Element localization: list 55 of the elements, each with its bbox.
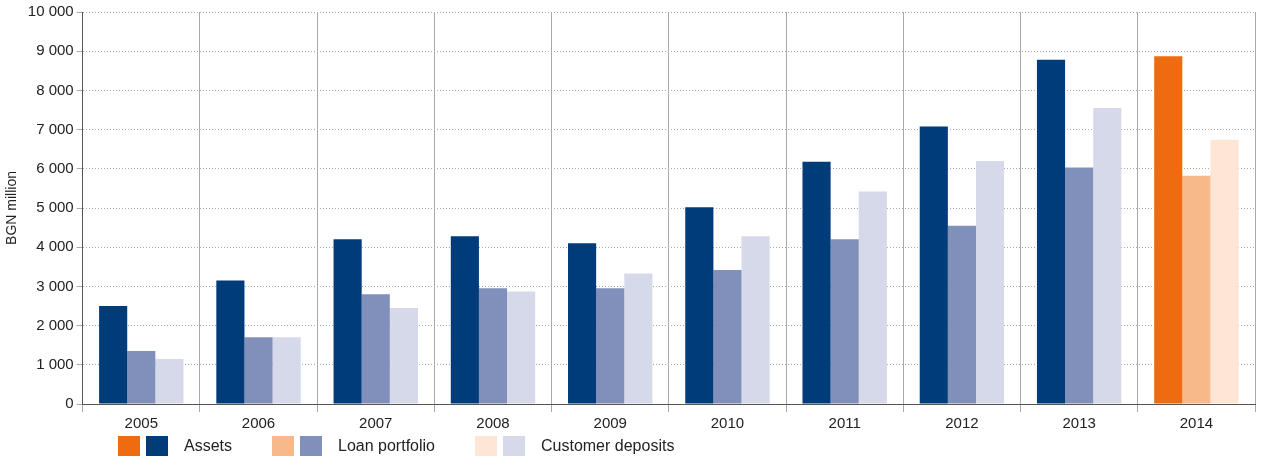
y-tick-label: 5 000 bbox=[36, 198, 74, 216]
bar bbox=[155, 358, 184, 404]
x-tick-label: 2005 bbox=[124, 414, 158, 432]
y-tick-label: 10 000 bbox=[27, 2, 74, 20]
bar bbox=[1210, 139, 1239, 404]
bar bbox=[624, 273, 653, 404]
bar bbox=[361, 294, 390, 404]
y-tick-label: 8 000 bbox=[36, 80, 74, 98]
x-tick-label: 2012 bbox=[945, 414, 979, 432]
y-tick-label: 1 000 bbox=[36, 354, 74, 372]
y-tick-label: 0 bbox=[65, 394, 74, 412]
bar bbox=[713, 269, 742, 404]
bar bbox=[830, 239, 859, 404]
bar bbox=[450, 236, 479, 404]
bar bbox=[127, 351, 156, 404]
bar bbox=[244, 337, 273, 404]
x-tick-label: 2006 bbox=[241, 414, 276, 432]
y-tick-label: 7 000 bbox=[36, 119, 74, 137]
bar bbox=[685, 207, 714, 404]
bar bbox=[333, 239, 362, 404]
bar bbox=[507, 291, 536, 404]
bar bbox=[975, 160, 1005, 404]
y-tick-label: 9 000 bbox=[36, 41, 74, 59]
y-tick-label: 6 000 bbox=[36, 158, 74, 176]
bar bbox=[802, 161, 831, 404]
bar bbox=[596, 288, 625, 404]
bar bbox=[99, 306, 128, 404]
bar bbox=[1065, 167, 1094, 404]
bar bbox=[1182, 175, 1211, 404]
y-tick-label: 3 000 bbox=[36, 276, 74, 294]
x-tick-label: 2011 bbox=[828, 414, 861, 432]
bar bbox=[1036, 59, 1066, 404]
x-tick-label: 2008 bbox=[476, 414, 510, 432]
x-tick-label: 2014 bbox=[1179, 414, 1214, 432]
bar bbox=[478, 288, 508, 404]
x-tick-label: 2007 bbox=[359, 414, 393, 432]
bar bbox=[741, 236, 770, 404]
x-tick-label: 2013 bbox=[1062, 414, 1096, 432]
bar bbox=[858, 191, 887, 404]
bar bbox=[568, 243, 597, 404]
bar bbox=[1093, 108, 1122, 404]
y-tick-label: 2 000 bbox=[36, 315, 74, 333]
legend-label: Customer deposits bbox=[540, 437, 675, 455]
y-axis-title: BGN million bbox=[3, 171, 20, 245]
bar bbox=[919, 126, 948, 404]
bar bbox=[216, 280, 245, 404]
legend-label: Assets bbox=[184, 437, 233, 455]
x-tick-label: 2009 bbox=[593, 414, 627, 432]
bar bbox=[947, 225, 976, 404]
legend-label: Loan portfolio bbox=[338, 437, 435, 455]
y-tick-label: 4 000 bbox=[36, 237, 74, 255]
x-tick-label: 2010 bbox=[710, 414, 745, 432]
bar bbox=[272, 337, 301, 404]
bar bbox=[389, 307, 418, 404]
bar bbox=[1154, 56, 1183, 404]
